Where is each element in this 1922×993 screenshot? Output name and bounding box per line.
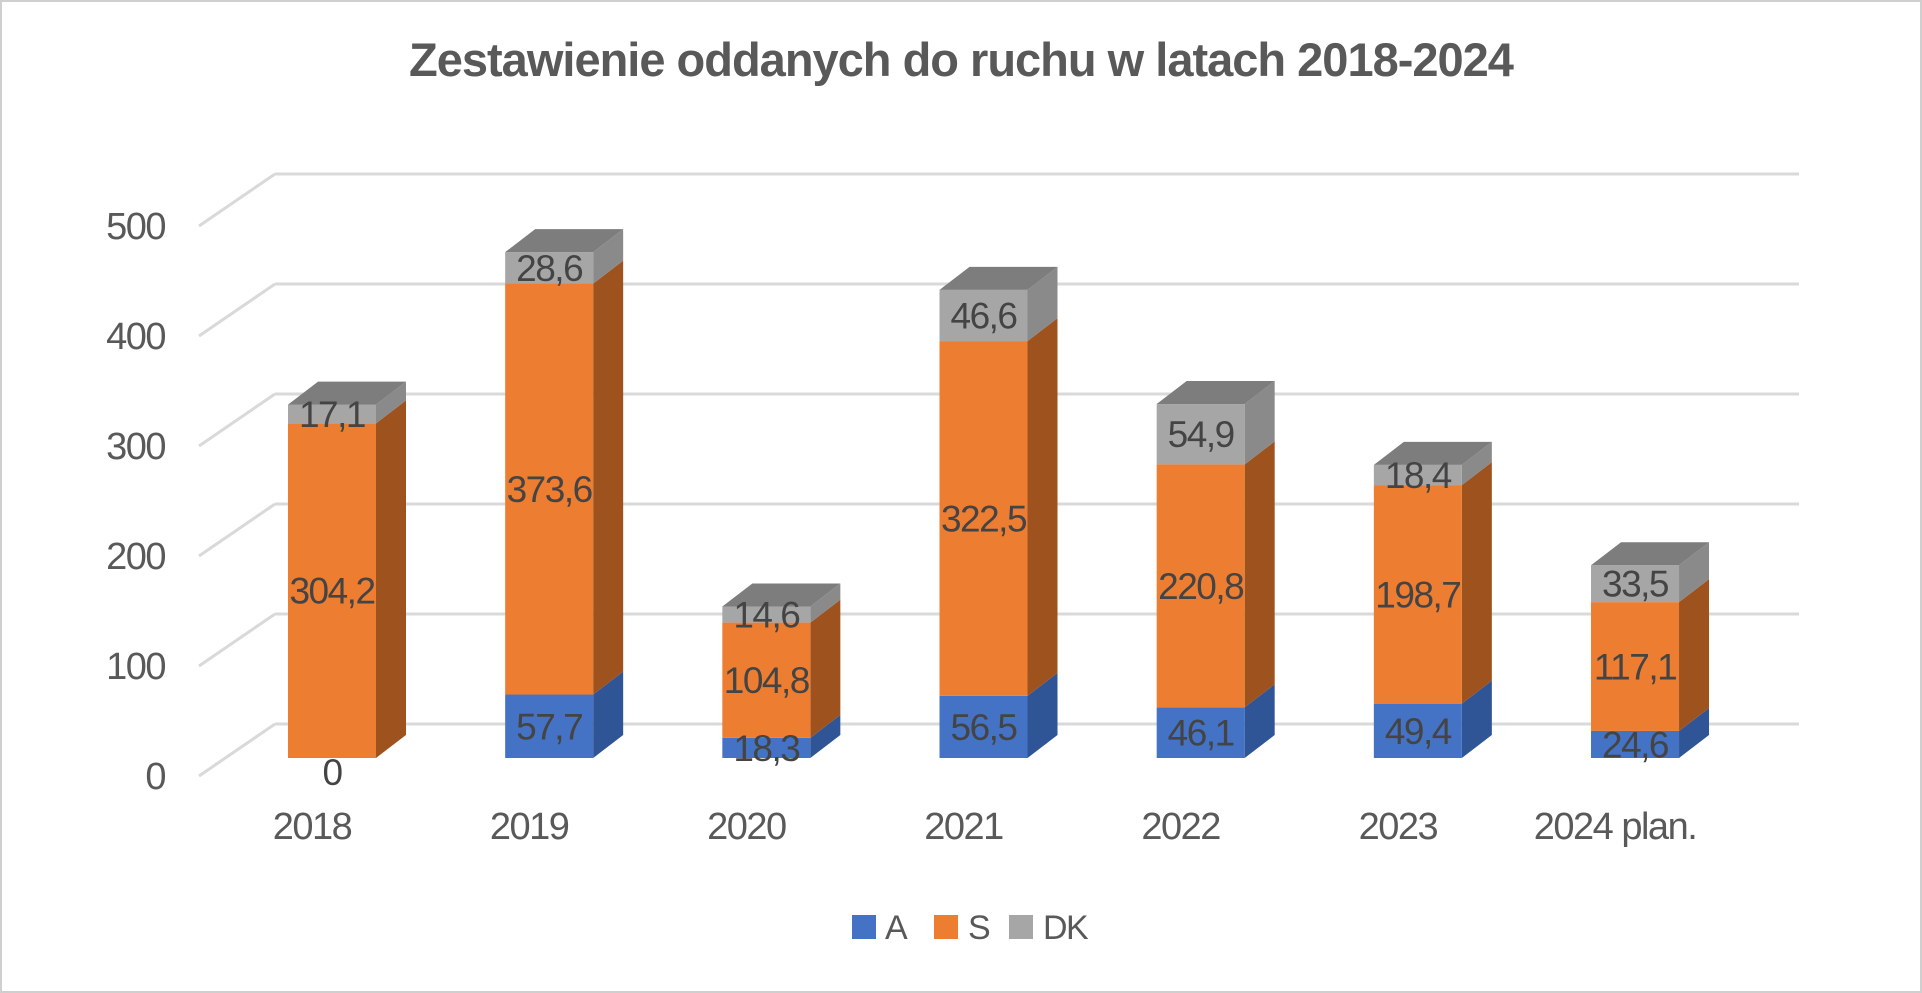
y-axis-label-0: 0 [145,756,165,798]
bar-side-2021-DK [1027,266,1058,342]
bar-top-2021-DK [939,266,1058,290]
x-axis-label-2020: 2020 [707,806,786,848]
x-axis-label-2019: 2019 [490,806,569,848]
bar-top-2023-DK [1373,441,1492,465]
bar-top-2020-DK [722,583,841,607]
data-label-2022-A: 46,1 [1168,713,1234,754]
data-label-2018-A: 0 [322,752,342,793]
bar-segment-2022-A [1156,707,1245,758]
bar-segment-2024 plan.-A [1591,730,1680,758]
bar-side-2020-S [810,599,841,738]
y-axis-label-500: 500 [106,206,165,248]
y-axis-label-300: 300 [106,426,165,468]
data-label-2020-DK: 14,6 [733,595,799,636]
bar-side-2019-S [593,260,624,695]
bar-segment-2024 plan.-DK [1591,565,1680,603]
grid-diagonal-300 [198,392,276,448]
bar-segment-2022-S [1156,464,1245,708]
bar-side-2024 plan.-A [1679,707,1710,758]
bar-side-2019-DK [593,229,624,284]
bar-side-2022-DK [1244,381,1275,465]
bar-segment-2021-A [939,695,1028,758]
bar-segment-2023-A [1373,703,1462,758]
legend-label-A: A [885,909,908,947]
data-label-2024 plan.-A: 24,6 [1602,724,1668,765]
bar-segment-2023-DK [1373,464,1462,486]
legend-label-DK: DK [1043,909,1089,947]
bar-segment-2024 plan.-S [1591,602,1680,731]
bar-segment-2021-DK [939,289,1028,342]
grid-diagonal-400 [198,282,276,338]
bar-side-2021-S [1027,318,1058,696]
data-label-2021-S: 322,5 [941,498,1027,539]
bar-segment-2019-S [505,283,594,695]
grid-diagonal-0 [198,722,276,778]
data-label-2018-DK: 17,1 [299,394,365,435]
bar-side-2024 plan.-S [1679,579,1710,731]
data-label-2018-S: 304,2 [289,571,374,612]
x-axis-label-2021: 2021 [924,806,1003,848]
bar-side-2022-S [1244,441,1275,708]
bar-top-2024 plan.-DK [1591,542,1710,566]
data-label-2019-DK: 28,6 [516,248,582,289]
bar-side-2024 plan.-DK [1679,542,1710,603]
bar-side-2021-A [1027,672,1058,758]
chart-title: Zestawienie oddanych do ruchu w latach 2… [409,33,1514,86]
x-axis-label-2022: 2022 [1141,806,1220,848]
data-label-2021-A: 56,5 [951,707,1018,748]
bar-top-2019-DK [505,229,624,253]
x-axis-label-2024 plan.: 2024 plan. [1534,806,1697,848]
legend-swatch-DK [1009,915,1033,939]
bar-top-2022-DK [1156,381,1275,405]
bar-side-2023-DK [1461,441,1492,486]
data-label-2020-A: 18,3 [733,728,799,769]
data-label-2020-S: 104,8 [724,660,809,701]
grid-diagonal-100 [198,612,276,668]
data-label-2019-S: 373,6 [507,469,592,510]
legend-swatch-S [934,915,958,939]
bar-segment-2020-DK [722,606,811,623]
grid-diagonal-200 [198,502,276,558]
x-axis-label-2018: 2018 [273,806,352,848]
data-label-2022-DK: 54,9 [1168,414,1234,455]
data-label-2023-A: 49,4 [1385,711,1452,752]
data-label-2023-S: 198,7 [1375,574,1460,615]
bar-side-2020-DK [810,583,841,623]
legend-swatch-A [852,915,876,939]
bar-segment-2023-S [1373,485,1462,704]
bar-segment-2019-A [505,694,594,758]
bar-side-2020-A [810,714,841,758]
y-axis-label-400: 400 [106,316,165,358]
y-axis-label-100: 100 [106,646,165,688]
bar-side-2019-A [593,671,624,758]
bar-segment-2020-S [722,622,811,738]
bar-top-2018-DK [288,381,406,405]
bar-side-2022-A [1244,684,1275,758]
y-axis-label-200: 200 [106,536,165,578]
grid-diagonal-500 [198,172,276,228]
data-label-2024 plan.-DK: 33,5 [1602,564,1669,605]
data-label-2021-DK: 46,6 [951,295,1017,336]
bar-side-2023-S [1461,462,1492,704]
data-label-2019-A: 57,7 [516,706,582,747]
bar-segment-2019-DK [505,252,594,284]
data-label-2024 plan.-S: 117,1 [1594,647,1676,688]
data-label-2023-DK: 18,4 [1385,455,1452,496]
bar-segment-2021-S [939,341,1028,696]
bar-segment-2020-A [722,737,811,758]
bar-side-2018-S [376,400,406,758]
bar-side-2023-A [1461,680,1492,758]
x-axis-label-2023: 2023 [1359,806,1438,848]
bar-segment-2018-DK [288,404,376,424]
legend-label-S: S [968,909,990,947]
bar-segment-2018-S [288,423,376,758]
bar-side-2018-DK [376,381,406,424]
data-label-2022-S: 220,8 [1158,566,1243,607]
bar-segment-2022-DK [1156,404,1245,465]
